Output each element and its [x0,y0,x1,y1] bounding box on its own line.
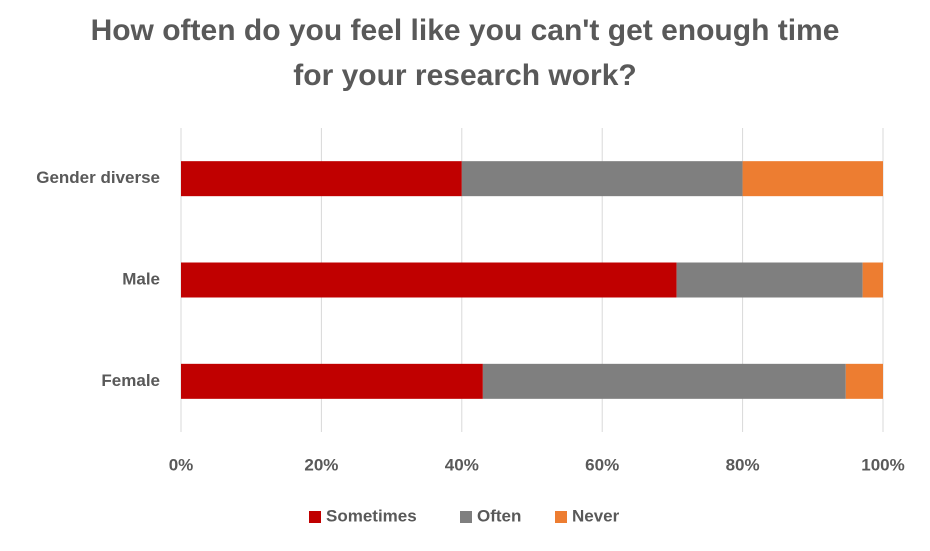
y-tick-label: Male [122,269,160,288]
bar-segment [742,161,883,197]
bar-segment [845,363,883,399]
legend-swatch [309,511,321,523]
x-tick-label: 0% [169,455,194,474]
x-tick-label: 80% [726,455,760,474]
legend-swatch [460,511,472,523]
legend-label: Never [572,506,620,525]
x-tick-label: 60% [585,455,619,474]
y-tick-label: Gender diverse [36,168,160,187]
legend-label: Often [477,506,521,525]
y-tick-label: Female [101,371,160,390]
bar-segment [862,262,883,298]
bar-segment [676,262,863,298]
bar-segment [181,363,483,399]
x-tick-label: 20% [304,455,338,474]
bar-segment [482,363,846,399]
legend-swatch [555,511,567,523]
bar-segment [181,161,462,197]
x-tick-label: 100% [861,455,904,474]
legend-label: Sometimes [326,506,417,525]
bar-segment [181,262,677,298]
chart-title: How often do you feel like you can't get… [90,14,840,92]
x-tick-label: 40% [445,455,479,474]
bar-segment [461,161,743,197]
